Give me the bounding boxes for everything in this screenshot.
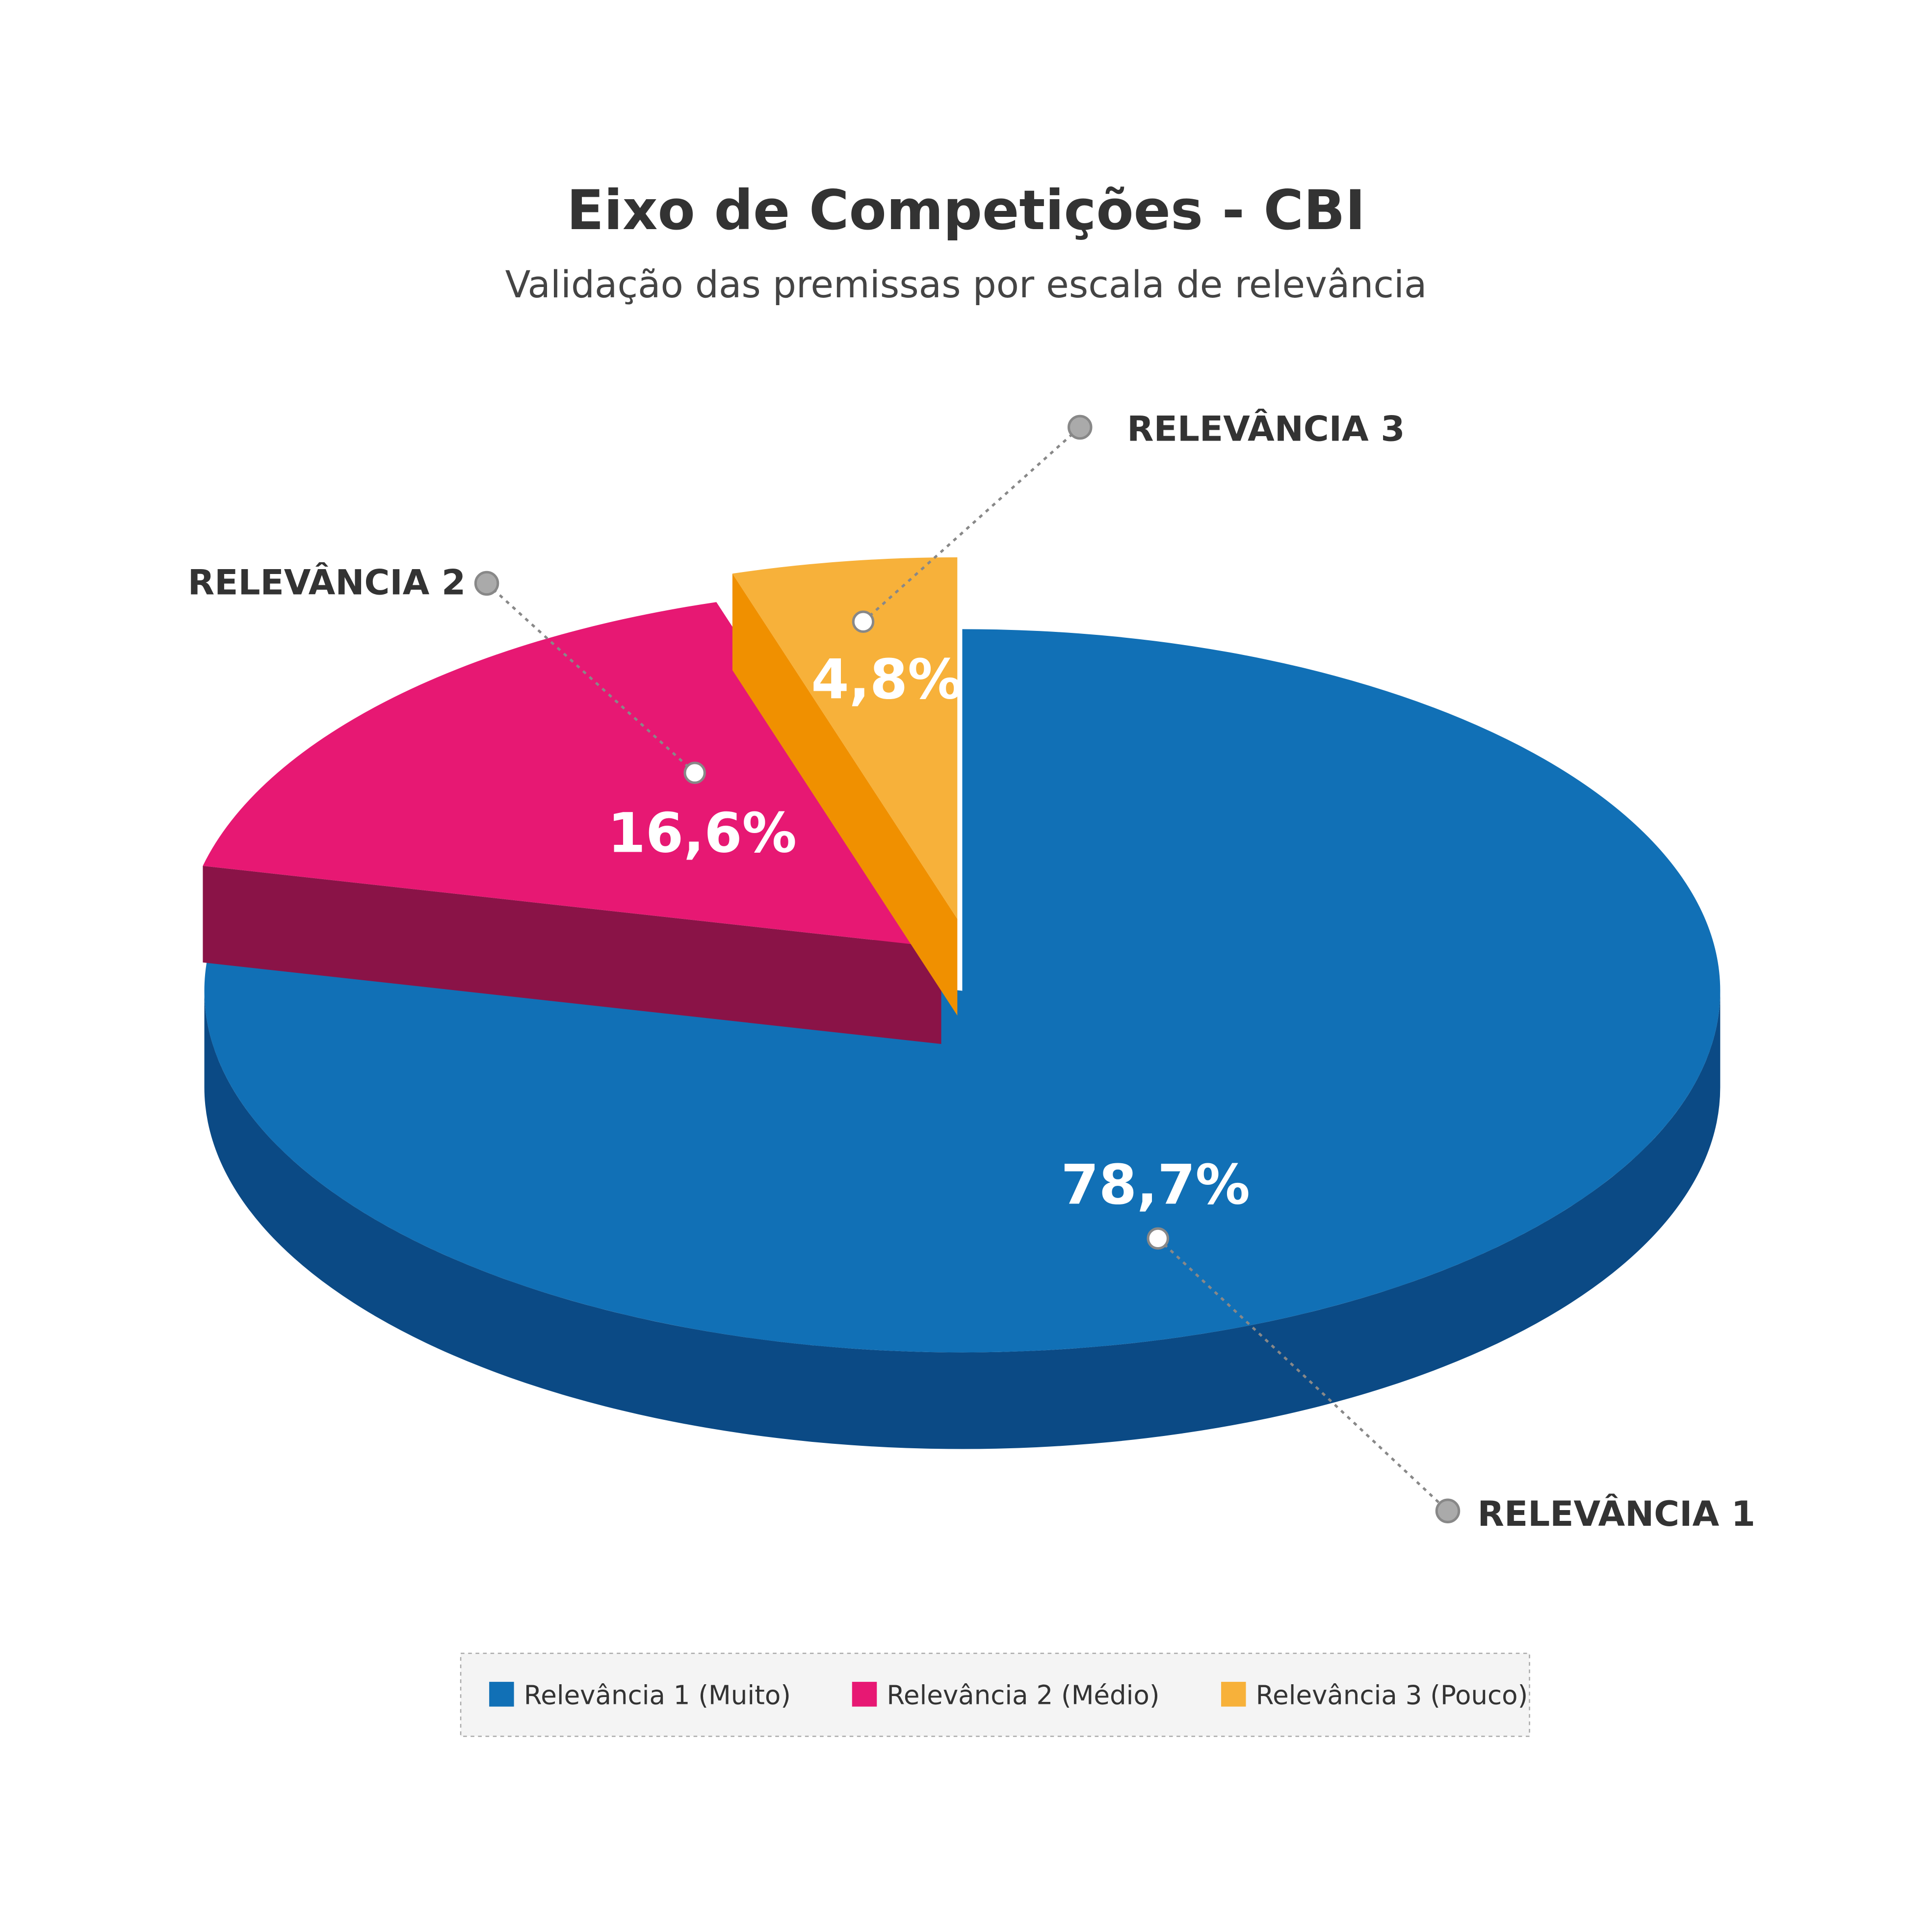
callout-label: RELEVÂNCIA 3	[1127, 409, 1405, 449]
legend-label: Relevância 2 (Médio)	[887, 1680, 1159, 1711]
legend-swatch	[852, 1682, 877, 1707]
callout-dot	[852, 610, 875, 633]
slice-side	[204, 991, 1721, 1449]
callout-label: RELEVÂNCIA 1	[1478, 1493, 1755, 1534]
callout-dot	[683, 761, 706, 784]
legend-swatch	[489, 1682, 514, 1707]
value-label: 78,7%	[1061, 1154, 1250, 1217]
callout-dot	[1435, 1498, 1461, 1523]
legend-swatch	[1221, 1682, 1246, 1707]
callout-line	[486, 582, 696, 774]
callout-line	[1157, 1237, 1449, 1512]
callout-dot	[1147, 1227, 1169, 1250]
chart-title: Eixo de Competições - CBI	[567, 179, 1365, 242]
chart-subtitle: Validação das premissas por escala de re…	[505, 263, 1427, 306]
slice	[204, 629, 1721, 1353]
callout-label: RELEVÂNCIA 2	[188, 562, 466, 603]
legend-box	[460, 1652, 1530, 1737]
value-label: 16,6%	[608, 802, 797, 865]
slice-edge	[732, 574, 958, 1016]
value-label: 4,8%	[811, 649, 962, 712]
callout-line	[862, 426, 1081, 623]
callout-dot	[1067, 415, 1093, 440]
callout-dot	[474, 571, 499, 596]
legend-label: Relevância 3 (Pouco)	[1256, 1680, 1528, 1711]
legend-label: Relevância 1 (Muito)	[524, 1680, 791, 1711]
slice-edge	[203, 865, 941, 1044]
slice	[732, 557, 958, 919]
